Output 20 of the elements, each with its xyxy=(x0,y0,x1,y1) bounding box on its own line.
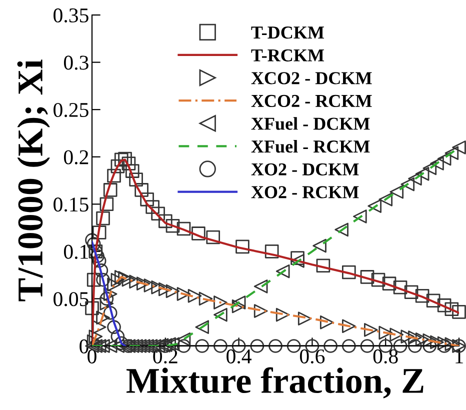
legend-label: T-RCKM xyxy=(251,49,324,62)
x-tick-label: 0.4 xyxy=(226,349,252,364)
x-tick-label: 0.8 xyxy=(373,349,398,364)
y-tick-label: 0.2 xyxy=(64,150,88,164)
y-axis-title: T/10000 (K); Xi xyxy=(17,60,50,302)
y-tick-label: 0.3 xyxy=(64,56,88,70)
legend-label: XFuel - RCKM xyxy=(251,140,370,153)
legend-label: XCO2 - DCKM xyxy=(251,72,372,84)
y-tick-label: 0.25 xyxy=(54,102,88,118)
y-tick-label: 0.15 xyxy=(54,198,88,212)
legend-label: XFuel - DCKM xyxy=(251,117,370,130)
x-axis-title: Mixture fraction, Z xyxy=(126,367,424,398)
legend-label: XO2 - RCKM xyxy=(251,186,359,198)
legend-label: XO2 - DCKM xyxy=(251,163,359,176)
legend-label: XCO2 - RCKM xyxy=(251,94,372,108)
y-tick-label: 0.05 xyxy=(54,292,88,306)
y-tick-label: 0.1 xyxy=(64,244,88,259)
y-tick-label: 0.35 xyxy=(54,8,88,23)
x-tick-label: 0.6 xyxy=(300,349,325,364)
legend-label: T-DCKM xyxy=(251,26,324,39)
